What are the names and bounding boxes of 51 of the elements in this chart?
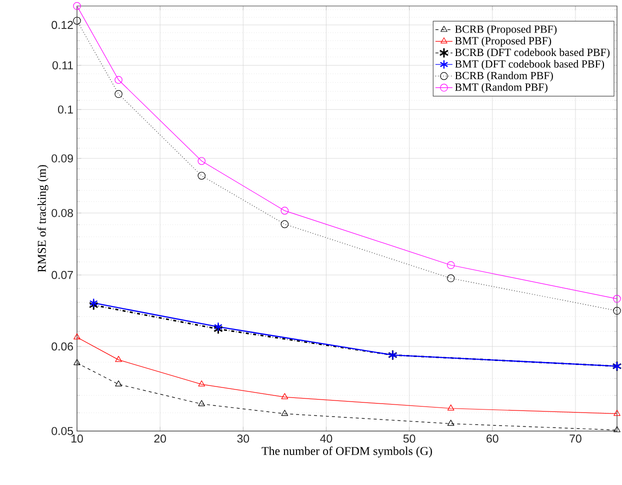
x-tick-label: 10 [72,434,83,443]
point [447,404,454,410]
point [89,298,98,308]
y-tick-label: 0.09 [52,154,73,162]
point [198,157,206,165]
y-tick-label: 0.11 [52,61,73,70]
point [280,206,289,215]
point [198,400,206,406]
legend-label: BMT (DFT codebook based PBF) [455,60,604,70]
point [447,420,454,426]
point [281,393,288,400]
point [198,172,206,180]
point [614,426,620,432]
point [73,16,81,25]
point [88,300,98,310]
point [613,306,621,315]
point [281,410,288,416]
point [614,410,620,416]
legend-label: BCRB (DFT codebook based PBF) [455,48,610,58]
legend-label: BMT (Proposed PBF) [455,36,552,47]
x-tick-label: 60 [486,434,498,443]
x-tick-label: 70 [570,434,582,443]
x-tick-label: 30 [237,434,250,443]
point [213,324,223,334]
point [74,359,80,366]
point [198,380,206,386]
legend-label: BCRB (Random PBF) [455,72,553,82]
point [73,2,81,10]
y-axis-title: RMSE of tracking (m) [37,165,48,272]
point [446,274,455,282]
x-tick-label: 50 [403,434,416,443]
point [280,220,289,228]
point [613,294,621,303]
y-tick-label: 0.08 [52,208,73,218]
y-tick-label: 0.1 [58,105,73,114]
point [114,90,122,98]
point [214,322,222,332]
legend-label: BCRB (Proposed PBF) [455,25,557,36]
point [114,76,122,84]
point [446,261,455,270]
x-tick-label: 20 [154,434,166,443]
x-axis-title: The number of OFDM symbols (G) [262,446,432,458]
y-tick-label: 0.07 [52,270,73,280]
y-tick-label: 0.06 [52,342,73,351]
legend-label: BMT (Random PBF) [455,83,548,94]
point [74,333,80,340]
point [115,380,122,386]
y-tick-label: 0.12 [52,20,73,29]
point [115,356,122,362]
x-tick-label: 40 [320,434,332,443]
y-tick-label: 0.05 [52,426,73,436]
